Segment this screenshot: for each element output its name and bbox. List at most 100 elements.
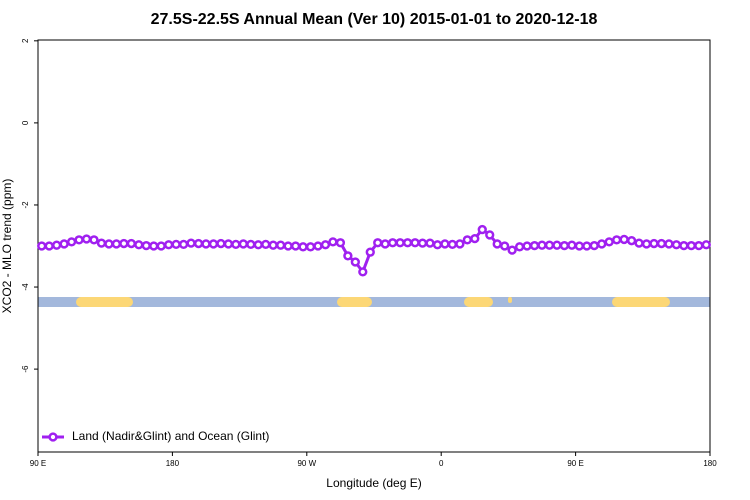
data-point [656, 238, 667, 249]
data-point [626, 236, 637, 246]
data-point [365, 247, 375, 257]
data-point [81, 234, 92, 244]
data-point [66, 237, 77, 247]
data-point [522, 241, 532, 251]
data-point [141, 240, 151, 251]
data-point [425, 238, 435, 248]
data-point [544, 240, 555, 250]
data-point [701, 240, 711, 250]
data-point [343, 251, 353, 261]
data-point [126, 238, 136, 249]
x-tick-label: 90 E [567, 459, 583, 468]
data-point [612, 235, 622, 245]
data-point [514, 242, 525, 252]
land-segment [464, 297, 493, 307]
data-point [507, 245, 517, 255]
data-point [313, 241, 323, 251]
data-point [641, 239, 652, 249]
y-axis-label: XCO2 - MLO trend (ppm) [0, 179, 14, 314]
data-point [582, 241, 592, 251]
data-point [410, 238, 420, 248]
data-point [537, 240, 547, 250]
land-segment [612, 297, 670, 307]
data-point [328, 237, 338, 247]
data-point [59, 239, 69, 249]
data-point [634, 238, 644, 248]
data-point [664, 239, 674, 249]
y-tick-label: -4 [21, 283, 30, 291]
data-point [373, 238, 383, 248]
data-point [96, 238, 107, 248]
data-point [298, 242, 308, 252]
data-point [500, 241, 510, 251]
data-point [358, 267, 368, 277]
data-point [268, 240, 278, 250]
y-tick-label: 2 [21, 38, 30, 43]
data-point [171, 239, 181, 250]
data-point [246, 239, 256, 250]
data-point [119, 238, 129, 249]
data-point [671, 240, 682, 250]
data-point [320, 240, 331, 250]
surface-band [38, 297, 710, 307]
legend-marker [48, 432, 58, 442]
data-point [380, 239, 390, 249]
data-point [164, 240, 174, 250]
data-point [238, 239, 248, 249]
data-point [477, 224, 487, 235]
y-tick-label: -6 [21, 365, 30, 373]
x-tick-label: 90 E [30, 459, 46, 468]
data-point [455, 239, 465, 249]
data-point [261, 239, 271, 250]
x-tick-label: 180 [166, 459, 180, 468]
chart-title: 27.5S-22.5S Annual Mean (Ver 10) 2015-01… [151, 11, 598, 28]
data-point [201, 239, 211, 249]
data-point [335, 238, 346, 248]
data-point [253, 240, 263, 250]
data-point [597, 239, 607, 249]
data-point [417, 238, 428, 248]
data-point [52, 240, 62, 250]
x-tick-label: 90 W [297, 459, 316, 468]
data-point [559, 240, 570, 251]
data-point [440, 239, 450, 249]
data-point [574, 241, 584, 251]
data-point [37, 241, 47, 251]
data-point [529, 240, 540, 251]
data-point [134, 240, 144, 250]
data-point [231, 239, 241, 250]
y-tick-label: -2 [21, 201, 30, 209]
data-point [470, 233, 480, 244]
data-point [395, 238, 405, 248]
data-point [447, 239, 458, 250]
data-point [619, 234, 629, 245]
data-point [74, 235, 84, 245]
data-point [604, 237, 614, 247]
data-point [552, 240, 562, 250]
data-point [149, 241, 159, 251]
x-tick-label: 0 [439, 459, 444, 468]
legend-label: Land (Nadir&Glint) and Ocean (Glint) [72, 429, 269, 443]
data-point [485, 230, 495, 240]
data-point [156, 241, 166, 251]
data-point [193, 238, 204, 249]
data-point [186, 238, 196, 248]
land-segment [508, 297, 512, 303]
data-point [679, 240, 689, 251]
land-segment [76, 297, 133, 307]
data-point [283, 241, 293, 251]
data-point [649, 238, 659, 249]
land-segment [337, 297, 372, 307]
data-point [402, 238, 413, 248]
data-point [89, 235, 99, 245]
x-axis-label: Longitude (deg E) [326, 476, 421, 490]
data-point [388, 238, 398, 248]
ocean-band [38, 297, 710, 307]
data-point [290, 241, 301, 251]
data-point [492, 239, 502, 249]
data-point [567, 240, 577, 250]
data-point [694, 240, 704, 251]
data-point [178, 239, 189, 250]
data-point [462, 235, 472, 245]
